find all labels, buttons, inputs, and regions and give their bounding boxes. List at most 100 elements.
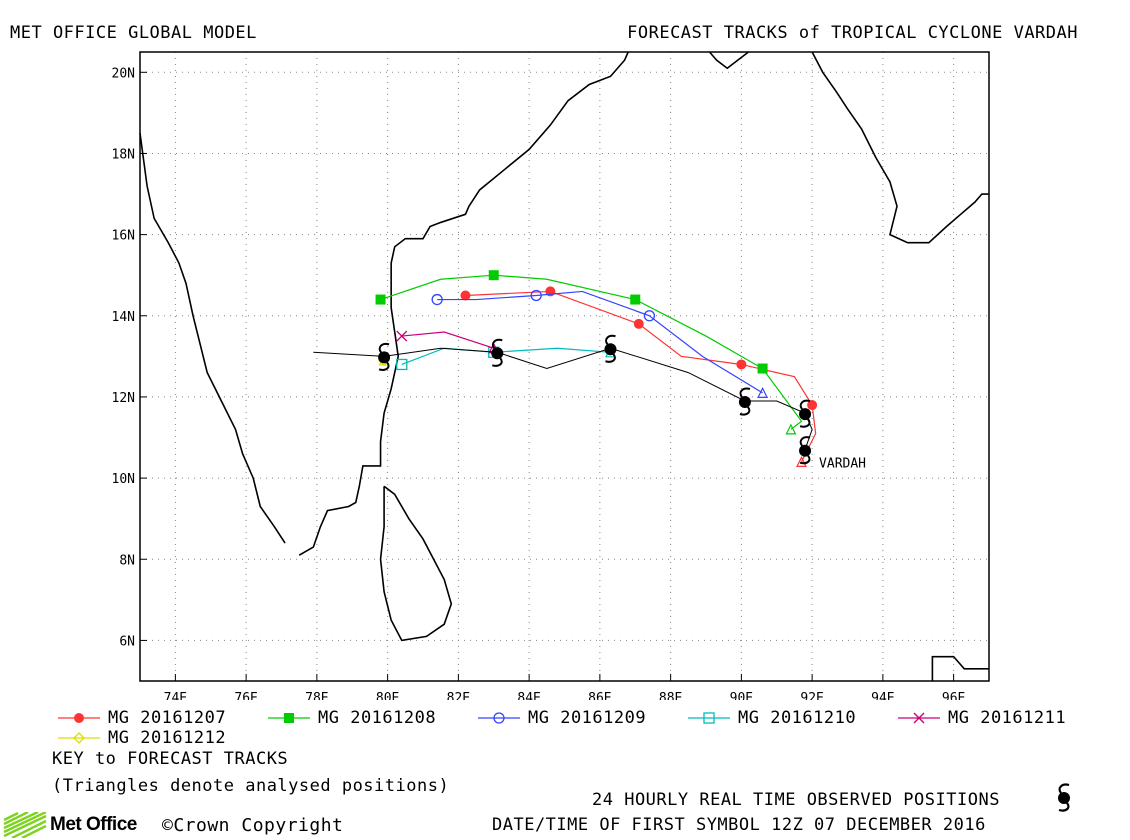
- lon-tick-label: 82E: [447, 691, 470, 700]
- lon-tick-label: 86E: [588, 691, 611, 700]
- observed-position-cyclone-icon: [378, 342, 391, 371]
- track-line: [401, 347, 611, 366]
- legend-label: MG 20161211: [948, 708, 1067, 728]
- analysed-position-triangle: [785, 423, 797, 435]
- track-line: [465, 290, 817, 463]
- legend-label: MG 20161212: [108, 728, 227, 748]
- coastline-segment: [139, 133, 286, 544]
- grid-lines: [140, 52, 989, 681]
- legend-item: MG 20161210: [686, 708, 856, 728]
- legend-label: MG 20161209: [528, 708, 647, 728]
- legend-swatch: [898, 712, 940, 724]
- legend-marker: [703, 712, 715, 724]
- forecast-track-mg-20161209: [431, 289, 769, 398]
- observed-position-cyclone-icon: [799, 436, 812, 465]
- lat-tick-label: 12N: [112, 391, 135, 406]
- lon-tick-label: 76E: [234, 691, 257, 700]
- coastline-segment: [811, 51, 989, 244]
- lat-tick-label: 6N: [119, 634, 135, 649]
- legend-marker: [913, 712, 925, 724]
- legend-label: MG 20161210: [738, 708, 857, 728]
- track-point: [460, 290, 471, 301]
- axis-ticks: 74E 76E 78E 80E 82E 84E 86E 88E 90E 92E 94E 96E 6N 8N…: [112, 66, 966, 700]
- legend-swatch: [268, 713, 310, 723]
- lon-tick-label: 74E: [164, 691, 187, 700]
- track-point: [396, 330, 408, 342]
- track-point: [488, 270, 499, 281]
- coastline-segment: [298, 51, 629, 556]
- legend-marker: [284, 713, 294, 723]
- track-line: [401, 331, 494, 349]
- track-line: [380, 274, 803, 430]
- legend-item: MG 20161212: [56, 728, 226, 748]
- observed-position-cyclone-icon: [799, 399, 812, 428]
- lat-tick-label: 16N: [112, 229, 135, 244]
- track-point: [757, 363, 768, 374]
- legend-marker: [493, 712, 505, 724]
- forecast-track-mg-20161210: [396, 346, 616, 371]
- legend-swatch: [688, 712, 730, 724]
- track-point: [530, 289, 542, 302]
- legend-marker: [74, 713, 84, 723]
- cyclone-symbol-icon: [1058, 783, 1070, 812]
- track-line: [437, 290, 763, 394]
- coastline-segment: [379, 485, 453, 642]
- forecast-tracks: [375, 270, 818, 467]
- track-point: [807, 400, 818, 411]
- observed-position-cyclone-icon: [604, 334, 617, 363]
- lat-tick-label: 10N: [112, 472, 135, 487]
- observed-positions-label: 24 HOURLY REAL TIME OBSERVED POSITIONS: [592, 790, 1000, 810]
- lon-tick-label: 94E: [871, 691, 894, 700]
- lon-tick-label: 78E: [305, 691, 328, 700]
- coastline-segment: [708, 51, 749, 70]
- triangles-note: (Triangles denote analysed positions): [52, 776, 450, 796]
- track-point: [431, 293, 443, 306]
- track-point: [643, 310, 656, 322]
- legend-item: MG 20161207: [56, 708, 226, 728]
- legend-label: MG 20161208: [318, 708, 437, 728]
- coastline: [139, 51, 989, 681]
- forecast-map: VARDAH 74E 76E 78E 80E 82E 84E 86E 88E 90E 92E 94E…: [112, 51, 990, 700]
- copyright: ©Crown Copyright: [162, 815, 344, 836]
- lon-tick-label: 96E: [942, 691, 965, 700]
- lon-tick-label: 84E: [517, 691, 540, 700]
- lon-tick-label: 92E: [800, 691, 823, 700]
- legend-swatch: [58, 713, 100, 723]
- observed-position-cyclone-icon: [491, 338, 504, 367]
- lat-tick-label: 18N: [112, 147, 135, 162]
- lon-tick-label: 90E: [730, 691, 753, 700]
- analysed-position-triangle: [796, 456, 807, 467]
- lat-tick-label: 8N: [119, 553, 135, 568]
- met-office-logo-icon: [3, 812, 47, 838]
- legend-swatch: [478, 712, 520, 724]
- legend-label: MG 20161207: [108, 708, 227, 728]
- legend-item: MG 20161208: [266, 708, 436, 728]
- lat-tick-label: 20N: [112, 66, 135, 81]
- forecast-track-mg-20161207: [460, 286, 818, 467]
- track-point: [375, 294, 386, 305]
- coastline-segment: [931, 655, 989, 681]
- model-title: MET OFFICE GLOBAL MODEL: [10, 23, 257, 43]
- forecast-track-mg-20161208: [375, 270, 803, 435]
- chart-title: FORECAST TRACKS of TROPICAL CYCLONE VARD…: [627, 23, 1078, 43]
- legend-item: MG 20161211: [896, 708, 1066, 728]
- legend-swatch: [58, 732, 100, 744]
- map-frame: [139, 51, 990, 682]
- track-point: [396, 358, 408, 371]
- analysed-position-triangle: [757, 387, 769, 398]
- first-symbol-datetime: DATE/TIME OF FIRST SYMBOL 12Z 07 DECEMBE…: [492, 815, 986, 835]
- met-office-logo: Met Office: [2, 812, 137, 838]
- observed-track: VARDAH: [313, 334, 866, 472]
- track-point: [633, 318, 644, 329]
- lat-tick-label: 14N: [112, 310, 135, 325]
- lon-tick-label: 80E: [376, 691, 399, 700]
- lon-tick-label: 88E: [659, 691, 682, 700]
- storm-name-label: VARDAH: [819, 457, 866, 472]
- observed-position-cyclone-icon: [738, 387, 751, 416]
- track-point: [736, 359, 747, 370]
- track-point: [630, 294, 641, 305]
- logo-text: Met Office: [50, 814, 137, 835]
- legend-item: MG 20161209: [476, 708, 646, 728]
- forecast-track-mg-20161211: [396, 330, 500, 354]
- legend-marker: [73, 732, 85, 744]
